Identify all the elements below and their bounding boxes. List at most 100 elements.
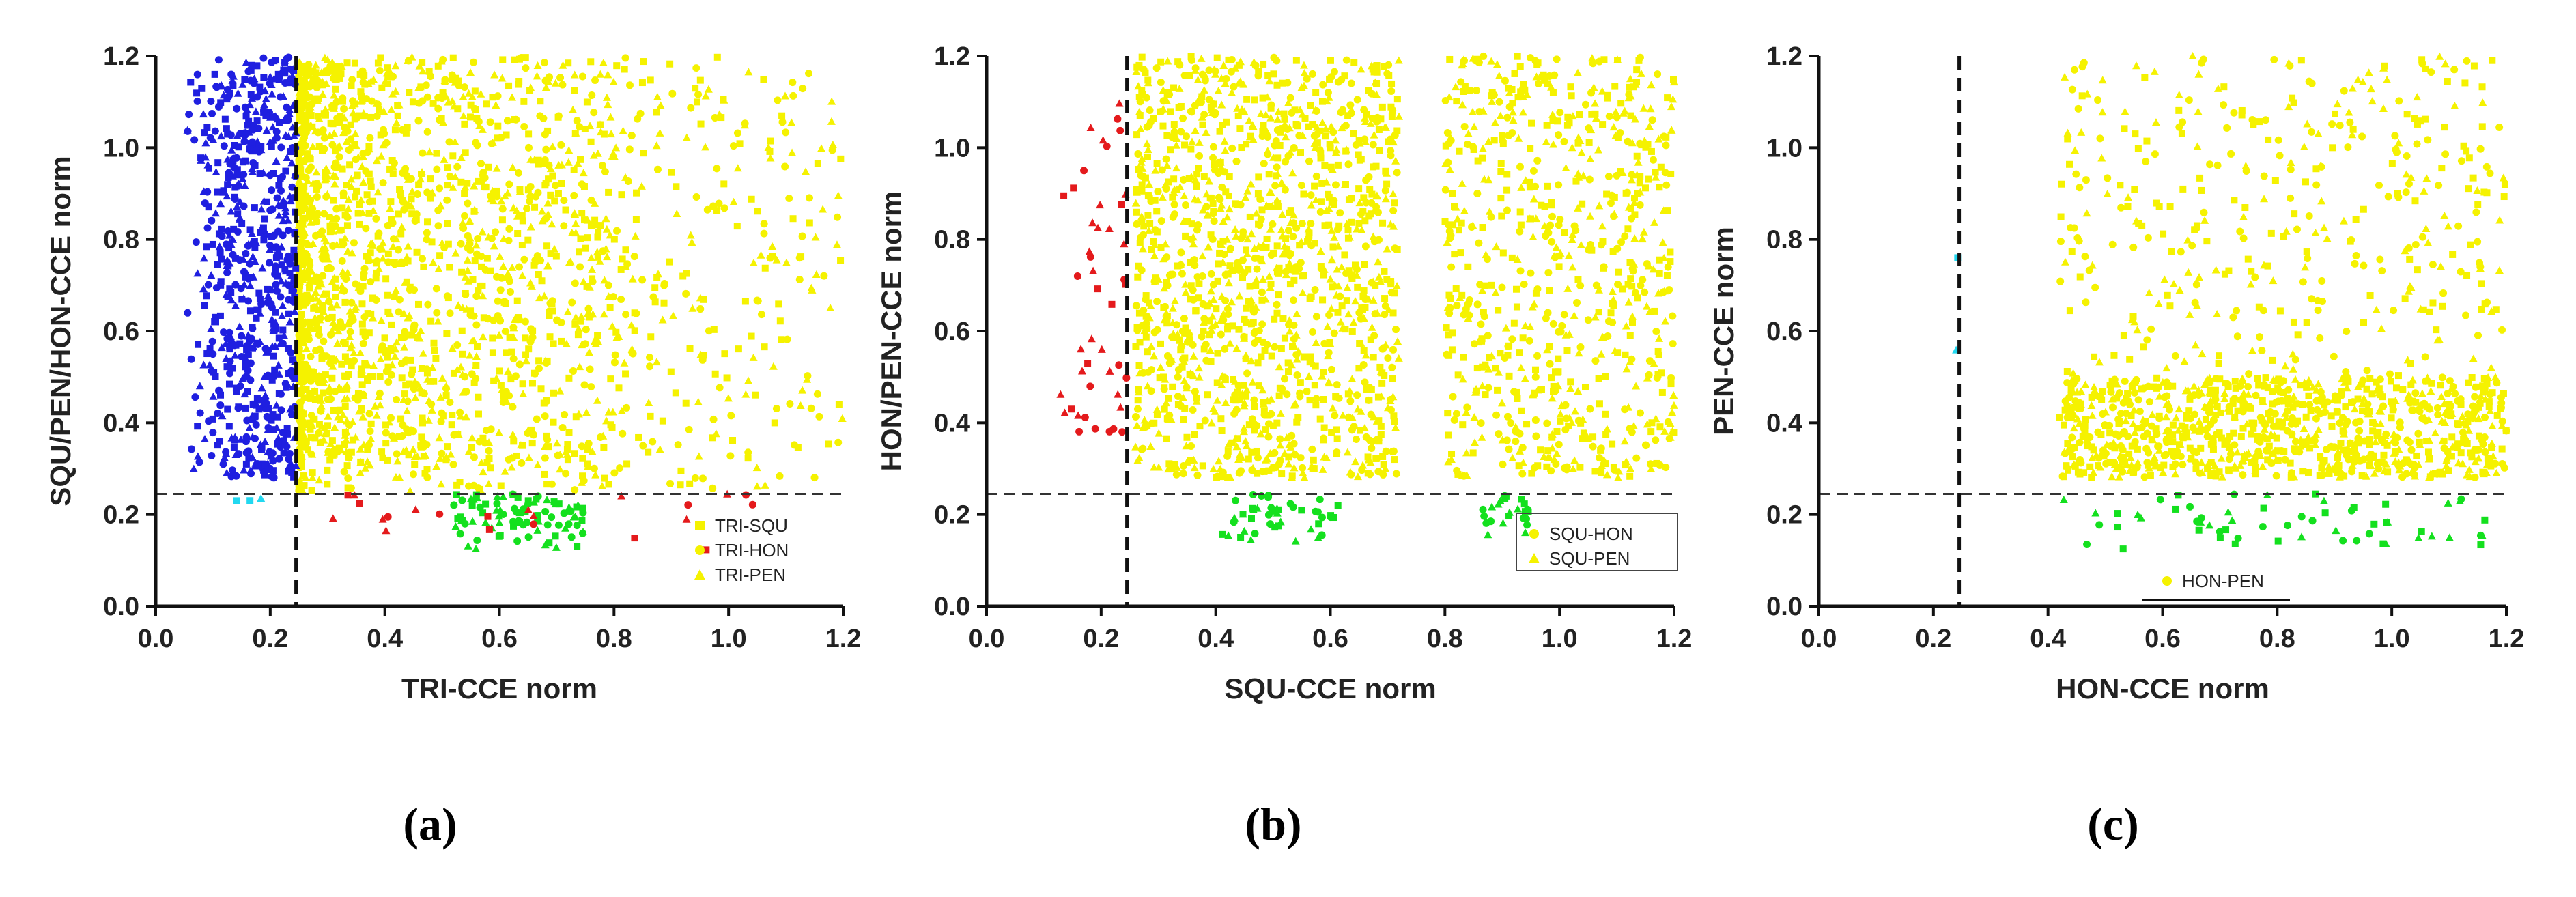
data-point (285, 53, 293, 61)
data-point (231, 281, 240, 289)
data-point (1547, 83, 1556, 91)
data-point (301, 473, 310, 481)
data-point (577, 235, 584, 242)
data-point (378, 238, 387, 246)
data-point (1163, 91, 1171, 98)
data-point (462, 304, 471, 313)
data-point (428, 363, 437, 371)
data-point (627, 321, 636, 329)
data-point (437, 480, 446, 488)
data-point (1275, 506, 1282, 513)
data-point (1297, 379, 1304, 386)
legend-label: TRI-HON (715, 540, 789, 560)
data-point (220, 142, 228, 150)
data-point (284, 227, 292, 235)
data-point (479, 291, 487, 300)
data-point (1178, 342, 1186, 350)
data-point (1177, 248, 1185, 257)
data-point (1503, 436, 1511, 444)
data-point (1654, 289, 1663, 297)
data-point (373, 269, 380, 276)
data-point (1278, 231, 1287, 240)
data-point (1328, 199, 1335, 206)
data-point (549, 172, 556, 180)
data-point (1183, 384, 1191, 392)
data-point (2106, 429, 2114, 437)
data-point (386, 165, 394, 173)
data-point (1514, 504, 1523, 513)
data-point (1146, 301, 1155, 309)
data-point (369, 206, 378, 214)
data-point (1237, 533, 1245, 541)
data-point (1492, 411, 1501, 419)
data-point (1138, 181, 1146, 188)
data-point (464, 276, 472, 285)
data-point (607, 421, 614, 429)
data-point (350, 348, 358, 356)
data-point (330, 197, 337, 204)
data-point (227, 145, 236, 154)
data-point (659, 417, 666, 425)
data-point (1462, 408, 1471, 416)
data-point (283, 425, 291, 432)
data-point (1660, 253, 1669, 261)
data-point (1456, 227, 1463, 234)
data-point (1574, 139, 1582, 147)
data-point (1458, 61, 1467, 69)
data-point (411, 461, 419, 468)
data-point (217, 278, 225, 285)
data-point (1086, 382, 1094, 390)
data-point (324, 422, 332, 429)
data-point (625, 145, 634, 154)
data-point (1080, 167, 1088, 175)
data-point (1391, 456, 1398, 464)
data-point (1656, 256, 1663, 264)
data-point (535, 156, 542, 164)
data-point (304, 274, 311, 281)
y-tick-label: 0.8 (934, 226, 970, 255)
y-tick-label: 0.4 (103, 409, 139, 438)
data-point (1252, 209, 1261, 217)
data-point (729, 197, 738, 205)
data-point (613, 227, 621, 235)
data-point (264, 291, 272, 300)
data-point (825, 440, 832, 448)
data-point (318, 90, 327, 98)
data-point (620, 358, 629, 367)
data-point (336, 74, 343, 82)
data-point (1518, 407, 1525, 414)
data-point (417, 364, 426, 372)
data-point (1632, 454, 1641, 462)
data-point (526, 223, 535, 231)
data-point (1226, 262, 1234, 270)
data-point (1336, 292, 1344, 300)
data-point (1178, 270, 1186, 278)
data-point (1627, 175, 1636, 184)
data-point (1531, 214, 1540, 223)
data-point (279, 339, 287, 347)
data-point (647, 76, 654, 84)
data-point (1584, 316, 1592, 324)
data-point (1144, 226, 1153, 234)
data-point (487, 464, 494, 472)
data-point (363, 457, 372, 466)
data-point (546, 312, 553, 319)
data-point (554, 190, 562, 197)
data-point (1613, 113, 1621, 122)
data-point (1144, 325, 1151, 332)
data-point (494, 92, 502, 100)
data-point (489, 197, 498, 205)
data-point (238, 353, 246, 361)
data-point (339, 204, 346, 212)
data-point (1292, 330, 1301, 339)
data-point (513, 212, 522, 220)
data-point (1289, 503, 1297, 511)
data-point (1184, 218, 1191, 225)
data-point (564, 456, 571, 464)
data-point (1276, 409, 1285, 417)
data-point (1561, 164, 1570, 172)
data-point (1441, 218, 1449, 225)
data-point (450, 501, 458, 509)
data-point (307, 433, 315, 441)
y-tick-label: 0.8 (103, 226, 139, 255)
